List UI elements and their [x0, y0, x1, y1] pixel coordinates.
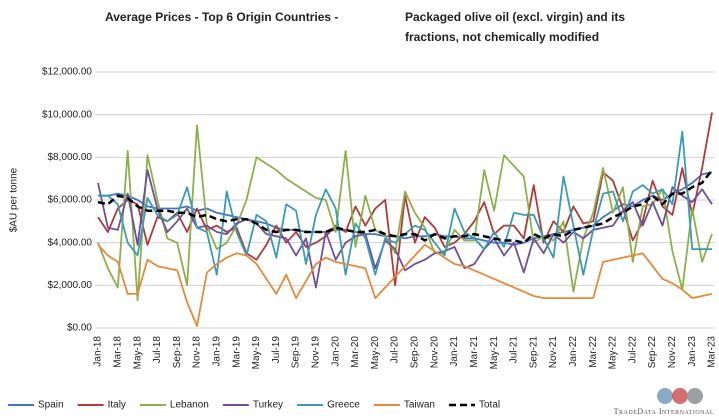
line-series: [97, 169, 713, 244]
x-tick-label: Nov-21: [548, 336, 559, 369]
x-tick-label: Nov-22: [667, 336, 678, 369]
x-tick-label: Mar-19: [231, 336, 242, 368]
x-tick-label: Sep-18: [172, 336, 183, 369]
logo-text: TradeData International: [614, 407, 714, 416]
x-tick-label: May-18: [132, 336, 143, 370]
line-series: [97, 169, 713, 289]
y-tick-label: $2,000.00: [48, 280, 93, 291]
y-tick-label: $12,000.00: [42, 67, 92, 78]
line-series: [98, 171, 713, 246]
x-tick-label: May-22: [608, 336, 619, 370]
legend-label: Greece: [327, 400, 360, 411]
x-tick-label: Mar-23: [707, 336, 718, 368]
x-tick-label: Jan-21: [449, 336, 460, 367]
line-series: [97, 124, 713, 302]
legend-label: Italy: [108, 400, 126, 411]
y-tick-label: $4,000.00: [48, 237, 93, 248]
x-tick-label: Sep-21: [528, 336, 539, 369]
chart-subtitle: Packaged olive oil (excl. virgin) and it…: [405, 10, 625, 24]
chart-subtitle: fractions, not chemically modified: [405, 30, 599, 44]
y-tick-label: $10,000.00: [42, 109, 92, 120]
y-axis-label: $AU per tonne: [9, 167, 20, 232]
y-tick-label: $8,000.00: [48, 152, 93, 163]
x-tick-label: Jul-22: [627, 336, 638, 364]
x-tick-label: Mar-20: [350, 336, 361, 368]
x-tick-label: Mar-21: [469, 336, 480, 368]
x-tick-label: May-21: [489, 336, 500, 370]
legend-label: Total: [479, 400, 500, 411]
x-tick-label: Jul-20: [390, 336, 401, 364]
x-tick-label: Jan-20: [330, 336, 341, 367]
legend-label: Turkey: [253, 400, 283, 411]
x-tick-label: Nov-19: [311, 336, 322, 369]
legend-label: Taiwan: [404, 400, 435, 411]
x-tick-label: May-20: [370, 336, 381, 370]
x-tick-label: Sep-20: [410, 336, 421, 369]
x-tick-label: Mar-18: [112, 336, 123, 368]
x-tick-label: May-19: [251, 336, 262, 370]
x-tick-label: Jan-18: [93, 336, 104, 367]
y-tick-label: $0.00: [67, 323, 92, 334]
x-tick-label: Jan-22: [568, 336, 579, 367]
line-series: [97, 243, 713, 327]
y-tick-label: $6,000.00: [48, 195, 93, 206]
x-tick-label: Nov-20: [429, 336, 440, 369]
x-tick-label: Sep-19: [291, 336, 302, 369]
x-tick-label: Jul-21: [509, 336, 520, 364]
logo-icon: [657, 388, 703, 404]
x-tick-label: Sep-22: [647, 336, 658, 369]
x-tick-label: Nov-18: [192, 336, 203, 369]
x-tick-label: Jan-19: [211, 336, 222, 367]
x-tick-label: Jul-19: [271, 336, 282, 364]
legend-label: Spain: [38, 400, 64, 411]
x-tick-label: Jul-18: [152, 336, 163, 364]
x-tick-label: Mar-22: [588, 336, 599, 368]
x-tick-label: Jan-23: [687, 336, 698, 367]
legend-label: Lebanon: [170, 400, 209, 411]
chart-title: Average Prices - Top 6 Origin Countries …: [105, 10, 338, 24]
